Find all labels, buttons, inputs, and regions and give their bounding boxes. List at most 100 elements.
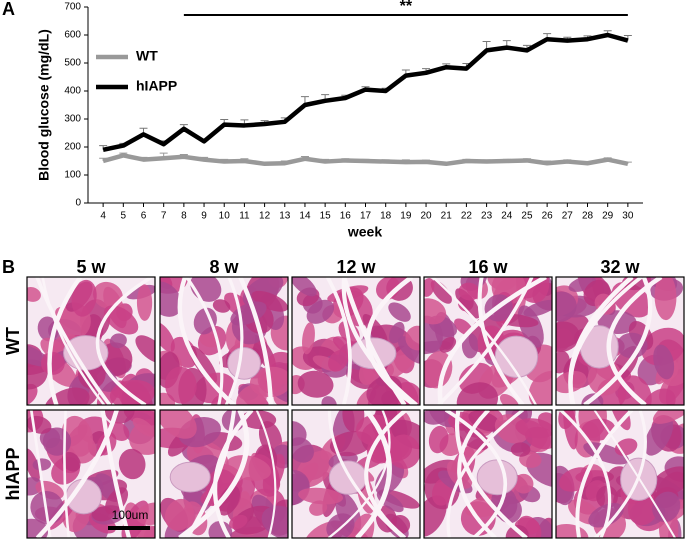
acinar-lobule xyxy=(362,314,388,344)
septum xyxy=(177,277,236,405)
x-tick-label: 15 xyxy=(320,211,332,222)
y-tick-label: 600 xyxy=(64,30,81,41)
acinar-lobule xyxy=(652,491,681,523)
x-tick-label: 16 xyxy=(340,211,352,222)
acinar-lobule xyxy=(461,332,479,359)
acinar-lobule xyxy=(389,321,405,344)
acinar-lobule xyxy=(298,487,344,505)
acinar-lobule xyxy=(609,410,631,431)
acinar-lobule xyxy=(328,349,349,372)
histology-image xyxy=(424,410,552,538)
septum xyxy=(477,277,525,405)
x-tick-label: 5 xyxy=(121,211,127,222)
acinar-lobule xyxy=(27,342,50,367)
x-tick-label: 13 xyxy=(279,211,291,222)
histology-image xyxy=(27,410,155,538)
acinar-lobule xyxy=(40,351,65,375)
septum xyxy=(178,410,250,538)
islet xyxy=(328,460,368,495)
y-axis-label: Blood glucose (mg/dL) xyxy=(36,29,52,181)
acinar-lobule xyxy=(165,366,197,404)
septum xyxy=(185,277,224,405)
septum xyxy=(95,277,153,405)
septum xyxy=(437,277,534,405)
acinar-lobule xyxy=(71,279,97,317)
septum xyxy=(29,410,52,538)
septum xyxy=(365,277,417,405)
x-tick-label: 17 xyxy=(360,211,372,222)
image-border xyxy=(555,409,685,539)
column-label: 12 w xyxy=(336,257,376,277)
histology-image xyxy=(160,277,288,405)
acinar-lobule xyxy=(458,282,480,301)
image-border xyxy=(159,276,289,406)
row-label: hIAPP xyxy=(3,447,23,500)
islet xyxy=(227,347,261,380)
x-tick-label: 22 xyxy=(461,211,473,222)
septum xyxy=(593,410,647,538)
septum xyxy=(35,410,119,538)
x-axis-label: week xyxy=(347,224,382,240)
image-border xyxy=(26,276,156,406)
septum xyxy=(238,277,273,405)
y-tick-label: 700 xyxy=(64,2,81,13)
histology-image xyxy=(556,277,684,405)
acinar-lobule xyxy=(27,518,49,538)
acinar-lobule xyxy=(27,359,48,390)
image-border xyxy=(26,409,156,539)
acinar-lobule xyxy=(251,290,288,312)
acinar-lobule xyxy=(164,498,194,531)
x-tick-label: 11 xyxy=(239,211,250,222)
acinar-lobule xyxy=(424,351,453,389)
acinar-lobule xyxy=(27,448,41,482)
x-tick-label: 12 xyxy=(259,211,271,222)
acinar-lobule xyxy=(614,438,638,456)
y-tick-label: 0 xyxy=(75,198,81,209)
acinar-lobule xyxy=(27,477,43,496)
acinar-lobule xyxy=(306,299,335,324)
acinar-lobule xyxy=(212,299,231,313)
x-tick-label: 21 xyxy=(441,211,453,222)
acinar-lobule xyxy=(388,302,411,322)
y-tick-label: 500 xyxy=(64,58,81,69)
septum xyxy=(444,410,508,538)
acinar-lobule xyxy=(135,502,155,526)
x-tick-label: 27 xyxy=(562,211,574,222)
acinar-lobule xyxy=(160,281,183,317)
acinar-lobule xyxy=(118,448,146,480)
acinar-lobule xyxy=(292,421,307,446)
acinar-lobule xyxy=(217,485,240,516)
x-tick-label: 24 xyxy=(501,211,513,222)
image-border xyxy=(159,409,289,539)
septum xyxy=(224,277,244,405)
x-tick-label: 8 xyxy=(181,211,187,222)
islet xyxy=(476,459,518,496)
septum xyxy=(455,410,528,538)
acinar-lobule xyxy=(424,298,447,325)
column-label: 8 w xyxy=(209,257,239,277)
y-tick-label: 400 xyxy=(64,86,81,97)
x-tick-label: 10 xyxy=(219,211,231,222)
septum xyxy=(325,277,352,405)
x-tick-label: 26 xyxy=(542,211,554,222)
acinar-lobule xyxy=(292,277,317,297)
acinar-lobule xyxy=(135,335,155,364)
row-label: WT xyxy=(3,327,23,355)
acinar-lobule xyxy=(556,321,580,352)
acinar-lobule xyxy=(321,396,337,405)
acinar-lobule xyxy=(261,505,288,538)
column-label: 16 w xyxy=(468,257,508,277)
acinar-lobule xyxy=(556,291,577,322)
acinar-lobule xyxy=(208,521,233,538)
acinar-lobule xyxy=(189,345,218,384)
islet xyxy=(494,335,539,378)
septum xyxy=(255,410,277,538)
acinar-lobule xyxy=(160,322,175,353)
acinar-lobule xyxy=(525,426,552,450)
septum xyxy=(457,410,497,538)
acinar-lobule xyxy=(136,284,153,321)
acinar-lobule xyxy=(528,370,552,405)
septum xyxy=(446,410,525,538)
septum xyxy=(63,410,71,538)
